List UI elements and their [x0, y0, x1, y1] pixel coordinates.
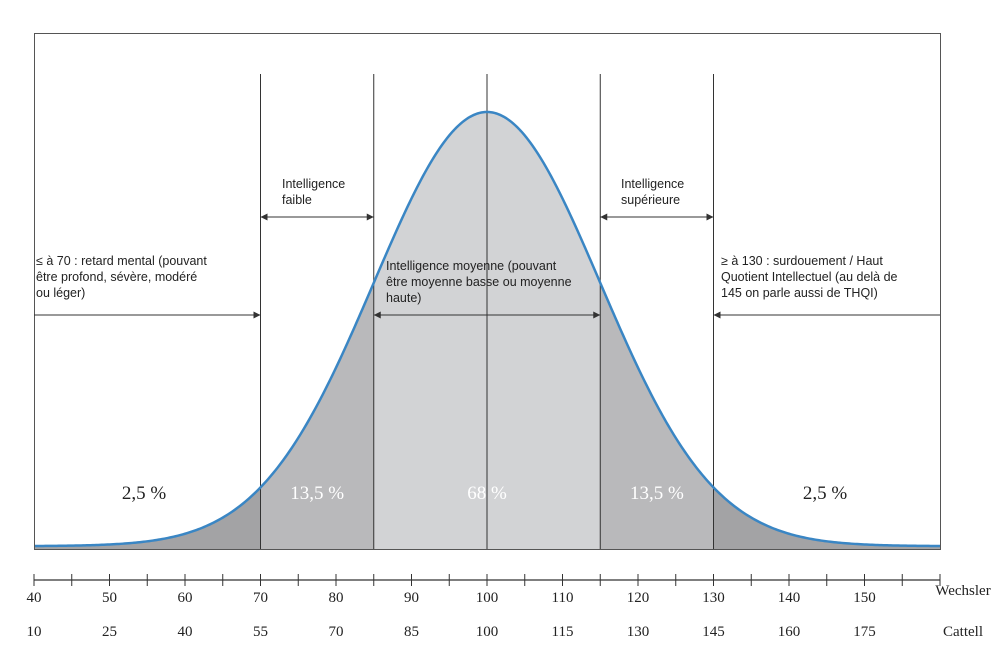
tick-label-cattell: 160 — [778, 624, 801, 640]
region-fill-0 — [34, 487, 261, 549]
annotation-line: être moyenne basse ou moyenne — [386, 275, 572, 289]
annotation-text-gifted: ≥ à 130 : surdouement / Haut Quotient Int… — [721, 254, 898, 300]
annotation-line: ≥ à 130 : surdouement / Haut — [721, 254, 883, 268]
annotation-line: ou léger) — [36, 286, 85, 300]
annotation-line: faible — [282, 193, 312, 207]
scale-name-cattell: Cattell — [943, 624, 983, 640]
tick-label-wechsler: 130 — [702, 590, 725, 606]
annotation-line: haute) — [386, 291, 421, 305]
tick-label-wechsler: 40 — [27, 590, 42, 606]
annotation-text-sup: Intelligence supérieure — [621, 177, 684, 207]
tick-label-wechsler: 140 — [778, 590, 801, 606]
tick-label-wechsler: 90 — [404, 590, 419, 606]
tick-label-cattell: 145 — [702, 624, 725, 640]
tick-label-wechsler: 110 — [552, 590, 574, 606]
region-boundary-lines — [260, 74, 714, 549]
tick-label-wechsler: 120 — [627, 590, 650, 606]
tick-label-cattell: 130 — [627, 624, 650, 640]
tick-label-wechsler: 100 — [476, 590, 499, 606]
annotation-line: Quotient Intellectuel (au delà de — [721, 270, 898, 284]
tick-label-cattell: 100 — [476, 624, 499, 640]
annotation-low: ≤ à 70 : retard mental (pouvant être prof… — [34, 254, 261, 319]
arrowhead-right-sup — [706, 213, 714, 221]
annotation-line: Intelligence — [282, 177, 345, 191]
percent-label-3: 13,5 % — [630, 483, 684, 504]
annotation-text-avg: Intelligence moyenne (pouvant être moyenn… — [386, 259, 572, 305]
arrowhead-left-weak — [260, 213, 268, 221]
arrowhead-left-sup — [600, 213, 608, 221]
bell-curve — [33, 110, 941, 548]
arrowhead-right-weak — [366, 213, 374, 221]
tick-label-wechsler: 150 — [853, 590, 876, 606]
tick-label-cattell: 175 — [853, 624, 876, 640]
annotation-text-weak: Intelligence faible — [282, 177, 345, 207]
arrowhead-right-avg — [593, 311, 601, 319]
tick-label-wechsler: 50 — [102, 590, 117, 606]
annotation-weak: Intelligence faible — [260, 177, 374, 221]
arrowhead-right-low — [253, 311, 261, 319]
tick-label-wechsler: 60 — [178, 590, 193, 606]
annotation-line: être profond, sévère, modéré — [36, 270, 197, 284]
scale-name-wechsler: Wechsler — [935, 583, 990, 599]
annotation-line: Intelligence moyenne (pouvant — [386, 259, 557, 273]
tick-label-wechsler: 70 — [253, 590, 268, 606]
annotation-sup: Intelligence supérieure — [600, 177, 714, 221]
percent-label-1: 13,5 % — [290, 483, 344, 504]
tick-label-cattell: 85 — [404, 624, 419, 640]
percent-label-0: 2,5 % — [122, 483, 167, 504]
tick-label-cattell: 25 — [102, 624, 117, 640]
region-fill-4 — [713, 487, 940, 549]
percent-label-4: 2,5 % — [803, 483, 848, 504]
plot-frame — [34, 33, 941, 550]
annotation-gifted: ≥ à 130 : surdouement / Haut Quotient Int… — [713, 254, 940, 319]
tick-label-cattell: 115 — [552, 624, 574, 640]
range-annotations: ≤ à 70 : retard mental (pouvant être prof… — [34, 177, 940, 319]
tick-label-cattell: 10 — [27, 624, 42, 640]
tick-label-cattell: 55 — [253, 624, 268, 640]
annotation-line: 145 on parle aussi de THQI) — [721, 286, 878, 300]
annotation-line: ≤ à 70 : retard mental (pouvant — [36, 254, 207, 268]
tick-label-cattell: 70 — [329, 624, 344, 640]
annotation-text-low: ≤ à 70 : retard mental (pouvant être prof… — [36, 254, 207, 300]
arrowhead-left-gifted — [713, 311, 721, 319]
tick-label-cattell: 40 — [178, 624, 193, 640]
annotation-line: Intelligence — [621, 177, 684, 191]
annotation-line: supérieure — [621, 193, 680, 207]
percent-label-2: 68 % — [467, 483, 507, 504]
annotation-avg: Intelligence moyenne (pouvant être moyenn… — [373, 259, 601, 319]
percent-labels: 2,5 % 13,5 % 68 % 13,5 % 2,5 % — [122, 483, 848, 504]
tick-label-wechsler: 80 — [329, 590, 344, 606]
x-axis: 40 50 60 70 80 90 100 110 120 130 140 150 Wechsler 10… — [27, 574, 991, 640]
arrowhead-left-avg — [373, 311, 381, 319]
